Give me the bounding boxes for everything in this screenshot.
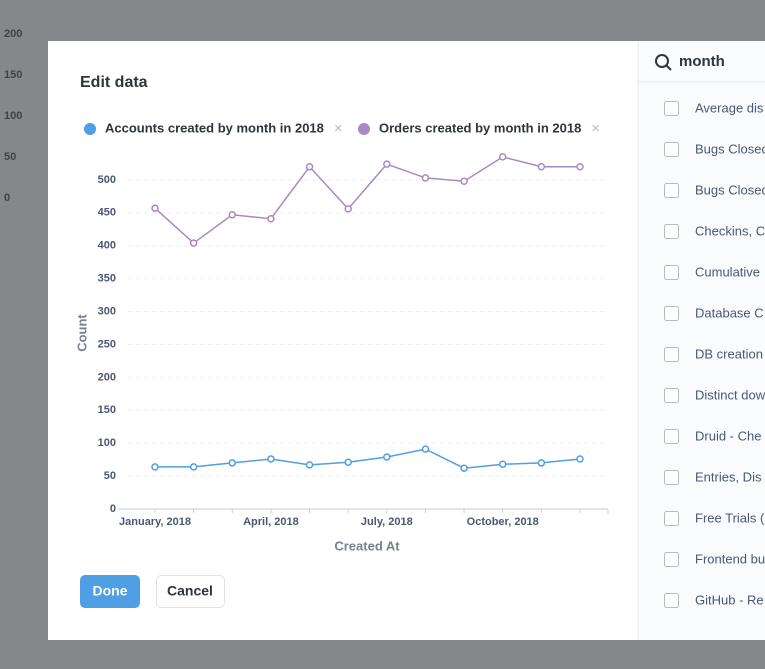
- y-tick-label: 450: [98, 207, 116, 219]
- point: [537, 162, 546, 171]
- point: [189, 463, 198, 471]
- background-label: 0: [4, 192, 10, 204]
- x-tick-label: January, 2018: [119, 516, 191, 528]
- point: [383, 160, 391, 168]
- background-label: 150: [4, 69, 22, 81]
- point: [305, 162, 314, 171]
- sidebar-item[interactable]: Entries, Dis: [695, 469, 762, 484]
- point: [576, 162, 584, 171]
- sidebar-item[interactable]: Database C: [695, 305, 764, 320]
- point: [189, 239, 198, 247]
- checkbox[interactable]: [664, 265, 679, 280]
- point: [267, 455, 275, 463]
- sidebar-item[interactable]: Frontend bu: [695, 551, 765, 566]
- legend-close[interactable]: ×: [334, 120, 343, 137]
- done-button[interactable]: [80, 575, 140, 608]
- sidebar-item[interactable]: GitHub - Re: [695, 592, 764, 607]
- y-tick-label: 0: [110, 503, 116, 515]
- legend-close[interactable]: ×: [591, 120, 600, 137]
- series-line: [155, 448, 581, 469]
- sidebar-item[interactable]: Bugs Closed: [695, 182, 765, 197]
- point: [228, 211, 237, 219]
- point: [498, 153, 507, 161]
- y-tick-label: 50: [104, 470, 116, 482]
- sidebar-item[interactable]: Checkins, C: [695, 223, 765, 238]
- point: [421, 445, 430, 453]
- done-label[interactable]: Done: [93, 583, 128, 599]
- checkbox[interactable]: [664, 470, 679, 485]
- cancel-button[interactable]: [156, 575, 225, 608]
- legend-dot: [358, 123, 370, 135]
- point: [228, 459, 237, 467]
- cancel-label[interactable]: Cancel: [167, 583, 213, 599]
- point: [498, 460, 507, 468]
- checkbox[interactable]: [664, 593, 679, 608]
- y-tick-label: 400: [98, 240, 116, 252]
- point: [421, 174, 430, 182]
- sidebar: [638, 41, 765, 640]
- x-tick-label: April, 2018: [243, 516, 299, 528]
- sidebar-item[interactable]: Cumulative: [695, 264, 760, 279]
- background-label: 200: [4, 28, 22, 40]
- sidebar-item[interactable]: DB creation: [695, 346, 763, 361]
- search-text[interactable]: month: [679, 53, 725, 70]
- background-label: 100: [4, 110, 22, 122]
- y-tick-label: 350: [98, 273, 116, 285]
- sidebar-item[interactable]: Average dis: [695, 100, 764, 115]
- checkbox[interactable]: [664, 429, 679, 444]
- point: [151, 204, 159, 212]
- checkbox[interactable]: [664, 511, 679, 526]
- checkbox[interactable]: [664, 552, 679, 567]
- search-icon: [655, 54, 669, 68]
- checkbox[interactable]: [664, 388, 679, 403]
- point: [344, 458, 352, 467]
- x-tick-label: July, 2018: [361, 516, 413, 528]
- legend-label: Orders created by month in 2018: [379, 120, 581, 135]
- y-tick-label: 150: [98, 404, 116, 416]
- point: [383, 453, 391, 461]
- checkbox[interactable]: [664, 142, 679, 157]
- legend-dot: [84, 123, 96, 135]
- x-tick-label: October, 2018: [467, 516, 539, 528]
- background-label: 50: [4, 151, 16, 163]
- y-tick-label: 300: [98, 305, 116, 317]
- point: [344, 205, 352, 213]
- legend-label: Accounts created by month in 2018: [105, 120, 324, 135]
- y-tick-label: 500: [98, 174, 116, 186]
- checkbox[interactable]: [664, 183, 679, 198]
- checkbox[interactable]: [664, 347, 679, 362]
- point: [460, 464, 468, 472]
- point: [267, 214, 275, 223]
- sidebar-item[interactable]: Druid - Che: [695, 428, 761, 443]
- sidebar-item[interactable]: Bugs Closed: [695, 141, 765, 156]
- checkbox[interactable]: [664, 306, 679, 321]
- x-axis-label: Created At: [334, 538, 400, 553]
- sidebar-item[interactable]: Distinct dow: [695, 387, 765, 402]
- sidebar-item[interactable]: Free Trials (: [695, 510, 765, 525]
- search-icon: [665, 64, 672, 71]
- series-line: [154, 156, 580, 245]
- y-tick-label: 250: [98, 338, 116, 350]
- point: [537, 459, 546, 467]
- checkbox[interactable]: [664, 101, 679, 116]
- dialog-title: Edit data: [80, 74, 148, 91]
- point: [305, 461, 314, 469]
- point: [151, 463, 159, 471]
- point: [460, 177, 468, 185]
- y-tick-label: 100: [98, 437, 116, 449]
- point: [576, 455, 584, 463]
- y-axis-label: Count: [74, 314, 89, 352]
- y-tick-label: 200: [98, 371, 116, 383]
- checkbox[interactable]: [664, 224, 679, 239]
